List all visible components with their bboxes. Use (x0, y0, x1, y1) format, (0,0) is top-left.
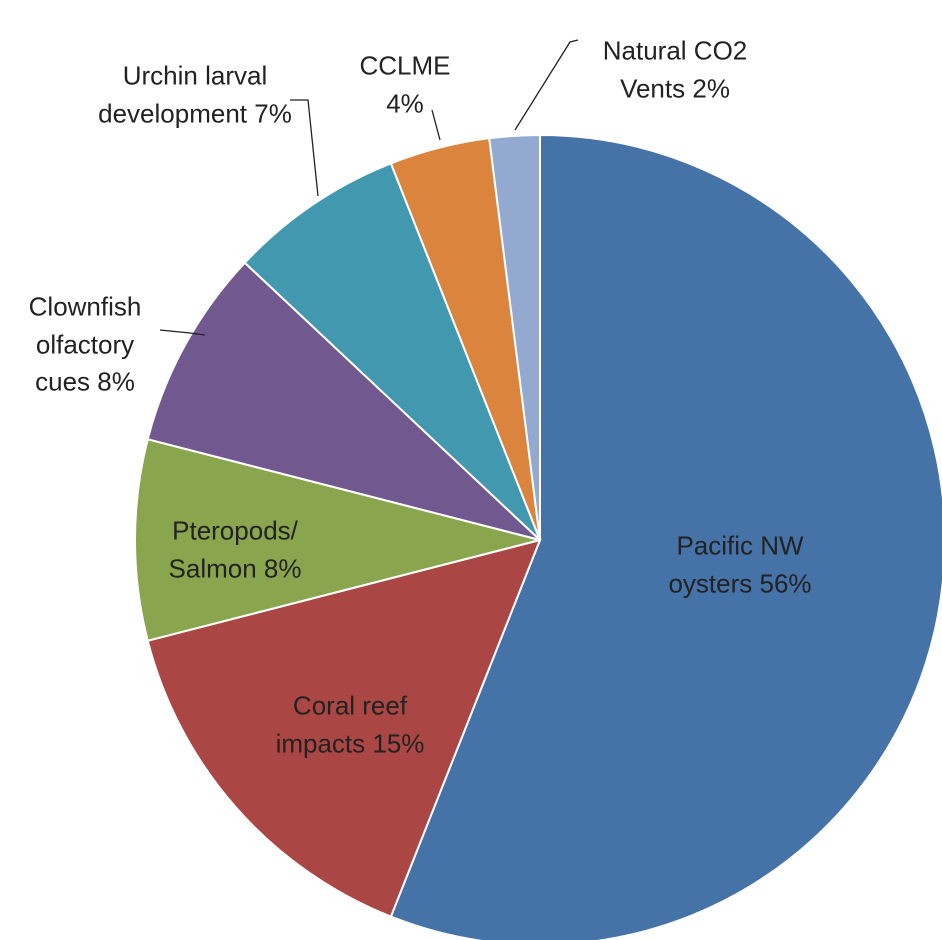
value-label: 4% (386, 88, 424, 118)
slice-label: Coral reef impacts 15% (260, 687, 440, 762)
slice-label: Natural CO2 Vents 2% (575, 32, 775, 107)
value-label: 56% (760, 568, 812, 598)
category-label: CCLME (359, 50, 450, 80)
value-label: 15% (372, 728, 424, 758)
value-label: 7% (254, 98, 292, 128)
category-label: Urchin larval development (98, 60, 267, 128)
value-label: 8% (97, 367, 135, 397)
value-label: 2% (692, 73, 730, 103)
slice-label: Clownfish olfactory cues 8% (5, 288, 165, 401)
chart: Pacific NW oysters 56% Coral reef impacts… (0, 0, 942, 940)
pie-canvas (0, 0, 942, 940)
slice-label: CCLME 4% (355, 47, 455, 122)
slice-label: Pteropods/ Salmon 8% (145, 512, 325, 587)
leader-line (515, 40, 578, 130)
slice-label: Pacific NW oysters 56% (640, 527, 840, 602)
value-label: 8% (264, 553, 302, 583)
slice-label: Urchin larval development 7% (95, 57, 295, 132)
